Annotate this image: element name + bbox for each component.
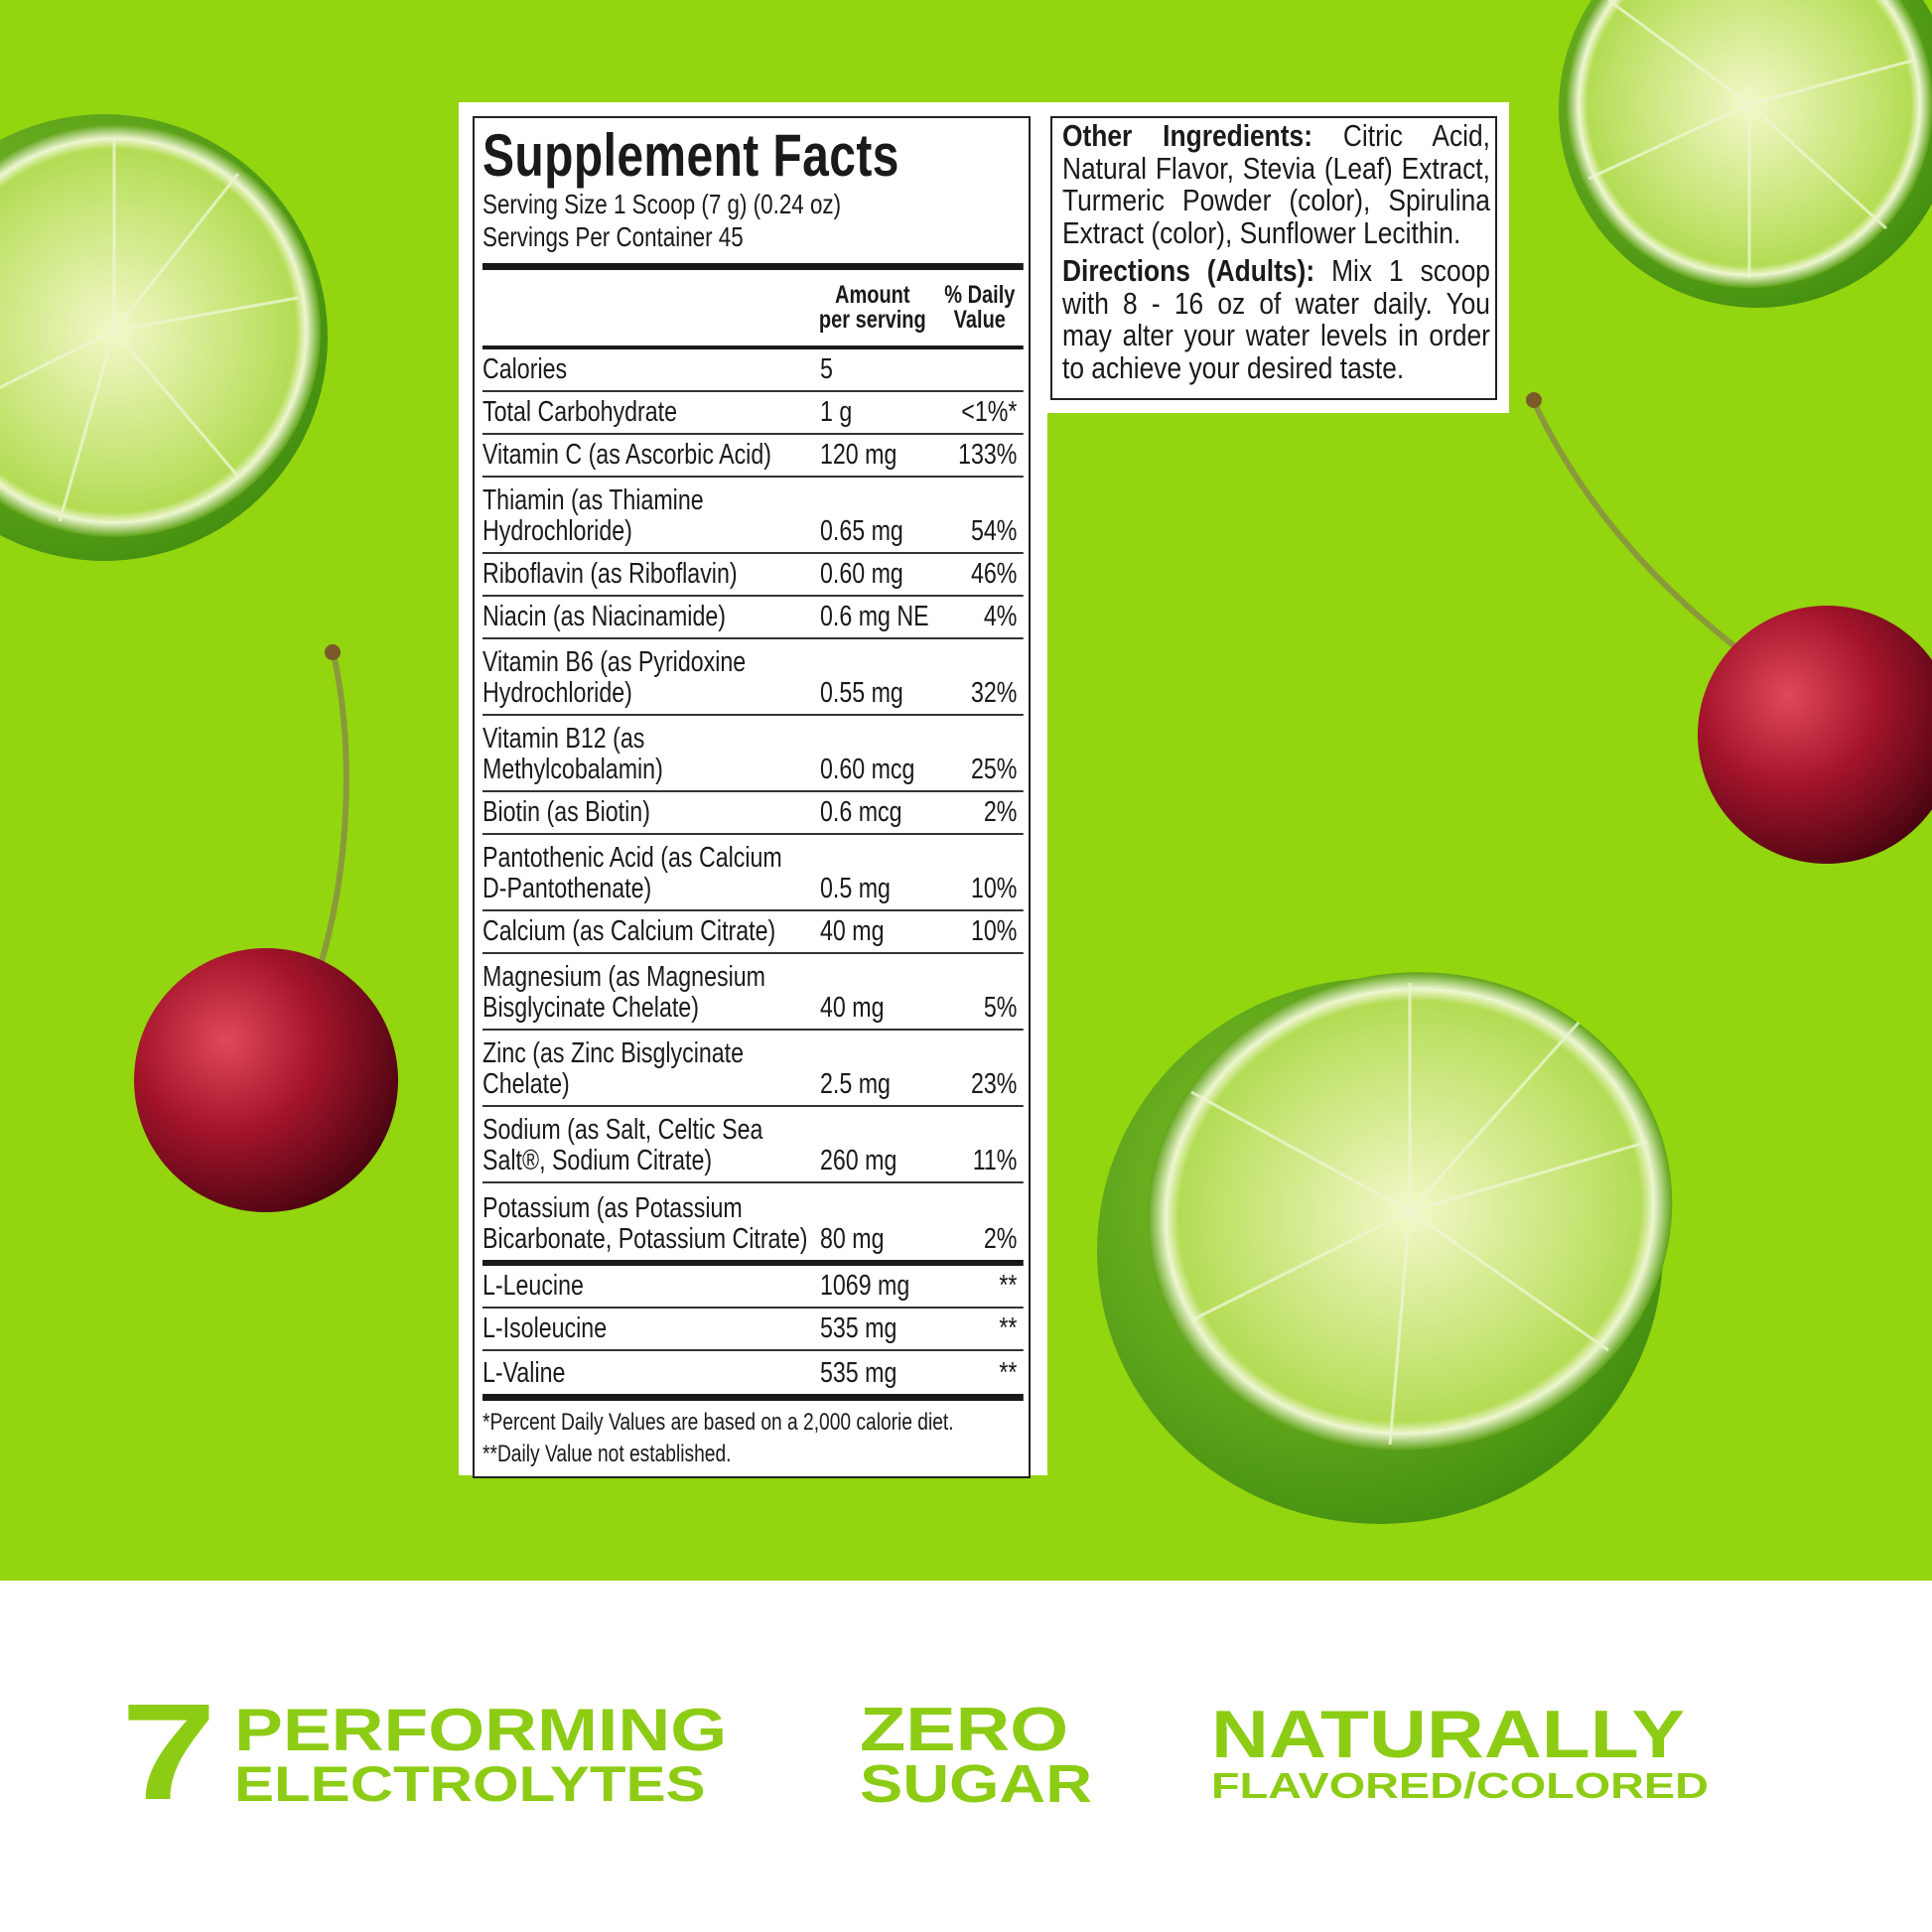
nutrient-amount: 0.6 mg NE (820, 601, 929, 632)
cherry-right (1526, 392, 1932, 864)
nutrient-name: Thiamin (as Thiamine Hydrochloride) (483, 484, 704, 547)
nutrient-amount: 40 mg (820, 915, 885, 947)
table-row: L-Leucine 1069 mg ** (483, 1266, 1024, 1309)
amount-header-2: per serving (818, 306, 926, 334)
table-row: Riboflavin (as Riboflavin) 0.60 mg 46% (483, 554, 1024, 597)
footnote-not-established: **Daily Value not established. (483, 1441, 732, 1467)
nutrient-amount: 80 mg (820, 1223, 885, 1255)
nutrient-daily-value: 32% (970, 677, 1018, 709)
table-row: Vitamin C (as Ascorbic Acid) 120 mg 133% (483, 435, 1024, 478)
nutrient-name: Zinc (as Zinc Bisglycinate Chelate) (483, 1037, 745, 1100)
dv-header-1: % Daily (944, 281, 1016, 309)
nutrient-name: Vitamin B12 (as Methylcobalamin) (483, 723, 663, 785)
nutrient-name: Vitamin B6 (as Pyridoxine Hydrochloride) (483, 646, 747, 709)
nutrient-amount: 0.60 mcg (820, 754, 915, 785)
table-row: Thiamin (as Thiamine Hydrochloride) 0.65 … (483, 478, 1024, 554)
nutrient-daily-value: 10% (970, 915, 1018, 947)
other-ingredients-panel: Other Ingredients: Citric Acid, Natural … (1044, 102, 1509, 413)
nutrient-name: Niacin (as Niacinamide) (483, 601, 726, 632)
lime-top-right (1559, 0, 1932, 308)
nutrient-name: Sodium (as Salt, Celtic Sea Salt®, Sodiu… (483, 1114, 763, 1176)
nutrient-daily-value: 23% (970, 1068, 1018, 1100)
divider (483, 263, 1024, 270)
nutrient-daily-value: <1%* (961, 396, 1018, 428)
table-row: L-Valine 535 mg ** (483, 1351, 1024, 1394)
claim-electrolytes: PERFORMING ELECTROLYTES (234, 1697, 728, 1812)
divider (483, 345, 1024, 349)
nutrient-name: Potassium (as Potassium Bicarbonate, Pot… (483, 1192, 808, 1255)
column-header: Amount per serving % Daily Value (483, 270, 1024, 345)
nutrient-daily-value: 11% (972, 1145, 1018, 1176)
nutrient-name: L-Isoleucine (483, 1312, 608, 1344)
fruit-decoration (0, 0, 1932, 1524)
table-row: Vitamin B12 (as Methylcobalamin) 0.60 mcg… (483, 716, 1024, 792)
table-row: L-Isoleucine 535 mg ** (483, 1309, 1024, 1351)
nutrient-daily-value: 2% (983, 796, 1018, 828)
dv-header-2: Value (953, 306, 1006, 334)
cherry-left (134, 644, 398, 1212)
table-row: Pantothenic Acid (as Calcium D-Pantothen… (483, 835, 1024, 911)
directions: Directions (Adults): Mix 1 scoop with 8 … (1062, 253, 1490, 385)
servings-per-container: Servings Per Container 45 (483, 221, 744, 252)
nutrient-amount: 535 mg (820, 1312, 897, 1344)
table-row: Niacin (as Niacinamide) 0.6 mg NE 4% (483, 597, 1024, 639)
nutrient-name: Calcium (as Calcium Citrate) (483, 915, 776, 947)
nutrient-amount: 0.5 mg (820, 873, 891, 904)
serving-size: Serving Size 1 Scoop (7 g) (0.24 oz) (483, 189, 842, 219)
nutrient-daily-value: 46% (970, 558, 1018, 590)
nutrient-name: L-Valine (483, 1357, 566, 1389)
lime-large (1097, 972, 1673, 1524)
nutrient-amount: 0.55 mg (820, 677, 903, 709)
divider (483, 1260, 1024, 1266)
nutrient-amount: 0.6 mcg (820, 796, 902, 828)
claim-naturally-flavored: NATURALLY FLAVORED/COLORED (1211, 1697, 1709, 1806)
table-row: Potassium (as Potassium Bicarbonate, Pot… (483, 1183, 1024, 1260)
table-row: Biotin (as Biotin) 0.6 mcg 2% (483, 792, 1024, 835)
nutrient-amount: 535 mg (820, 1357, 897, 1389)
table-row: Total Carbohydrate 1 g <1%* (483, 392, 1024, 435)
table-row: Zinc (as Zinc Bisglycinate Chelate) 2.5 m… (483, 1031, 1024, 1107)
nutrient-daily-value: ** (999, 1357, 1018, 1389)
nutrient-daily-value: 5% (983, 992, 1018, 1024)
nutrient-name: Magnesium (as Magnesium Bisglycinate Che… (483, 961, 765, 1024)
nutrient-amount: 1069 mg (820, 1270, 910, 1302)
nutrient-name: Vitamin C (as Ascorbic Acid) (483, 439, 771, 471)
claim-electrolytes-number: 7 (121, 1676, 216, 1829)
other-ingredients: Other Ingredients: Citric Acid, Natural … (1062, 118, 1490, 250)
lime-top-left (0, 114, 328, 561)
table-row: Vitamin B6 (as Pyridoxine Hydrochloride)… (483, 639, 1024, 716)
table-row: Magnesium (as Magnesium Bisglycinate Che… (483, 954, 1024, 1031)
nutrient-amount: 1 g (820, 396, 853, 428)
nutrient-amount: 0.60 mg (820, 558, 903, 590)
nutrient-daily-value: 10% (970, 873, 1018, 904)
footnote-dv: *Percent Daily Values are based on a 2,0… (483, 1409, 954, 1436)
nutrient-daily-value: 2% (983, 1223, 1018, 1255)
nutrient-daily-value: 133% (958, 439, 1018, 471)
nutrient-name: Biotin (as Biotin) (483, 796, 650, 828)
nutrient-amount: 2.5 mg (820, 1068, 891, 1100)
supplement-facts-title: Supplement Facts (483, 122, 899, 189)
nutrient-name: Pantothenic Acid (as Calcium D-Pantothen… (483, 842, 782, 904)
claim-zero-sugar: ZERO SUGAR (860, 1696, 1093, 1814)
nutrient-amount: 40 mg (820, 992, 885, 1024)
nutrient-amount: 260 mg (820, 1145, 897, 1176)
nutrient-daily-value: ** (999, 1270, 1018, 1302)
nutrient-name: L-Leucine (483, 1270, 584, 1302)
nutrient-amount: 120 mg (820, 439, 897, 471)
supplement-facts-panel: Supplement Facts Serving Size 1 Scoop (7… (459, 102, 1047, 1478)
amount-header-1: Amount (835, 281, 910, 309)
divider (483, 1394, 1024, 1401)
nutrient-daily-value: 54% (970, 515, 1018, 547)
table-row: Sodium (as Salt, Celtic Sea Salt®, Sodiu… (483, 1107, 1024, 1183)
table-row: Calcium (as Calcium Citrate) 40 mg 10% (483, 911, 1024, 954)
nutrient-daily-value: 4% (983, 601, 1018, 632)
nutrient-name: Calories (483, 353, 568, 385)
table-row: Calories 5 (483, 349, 1024, 392)
nutrient-name: Total Carbohydrate (483, 396, 678, 428)
nutrient-daily-value: 25% (970, 754, 1018, 785)
nutrient-amount: 5 (820, 353, 833, 385)
nutrient-daily-value: ** (999, 1312, 1018, 1344)
nutrient-name: Riboflavin (as Riboflavin) (483, 558, 738, 590)
nutrient-amount: 0.65 mg (820, 515, 903, 547)
